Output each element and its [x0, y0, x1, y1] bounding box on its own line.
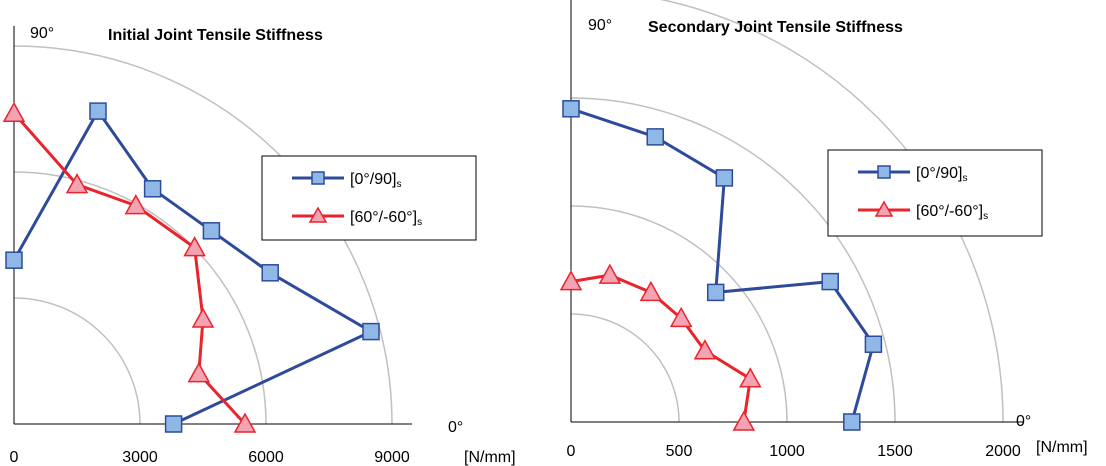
angle-max-label: 90°: [30, 25, 54, 42]
grid-arc: [570, 313, 680, 423]
data-point: [639, 280, 663, 302]
data-point: [715, 169, 734, 187]
data-point: [143, 180, 162, 198]
data-point: [65, 173, 89, 194]
data-point: [183, 236, 206, 257]
legend: [0°/90]s [60°/-60°]s: [261, 155, 477, 241]
chart-title: Secondary Joint Tensile Stiffness: [648, 19, 903, 36]
data-point: [559, 270, 583, 291]
tick-label: 1500: [877, 443, 913, 460]
grid-arc: [659, 0, 1004, 423]
data-point: [191, 307, 215, 328]
series-1: [559, 263, 762, 431]
legend-marker: [877, 165, 891, 179]
data-point: [2, 101, 26, 122]
series-0: [5, 102, 380, 433]
data-point: [233, 412, 257, 433]
data-point: [89, 102, 107, 120]
legend-box: [261, 155, 477, 241]
legend-label: [0°/90]s: [350, 171, 401, 190]
data-point: [164, 415, 183, 433]
grid: [570, 0, 1023, 423]
grid-arc: [570, 97, 896, 423]
data-point: [562, 100, 580, 118]
data-point: [669, 306, 693, 328]
angle-min-label: 0°: [448, 419, 463, 436]
data-point: [843, 413, 861, 431]
series-line: [12, 112, 247, 426]
data-point: [821, 272, 839, 291]
tick-label: 3000: [122, 449, 158, 466]
data-point: [124, 194, 148, 215]
tick-label: 9000: [374, 449, 410, 466]
data-point: [706, 283, 725, 302]
angle-max-label: 90°: [588, 17, 612, 34]
tick-label: 6000: [248, 449, 284, 466]
data-point: [732, 410, 756, 431]
data-point: [261, 264, 279, 282]
series-1: [2, 101, 257, 433]
data-point: [362, 322, 380, 341]
angle-min-label: 0°: [1016, 413, 1031, 430]
data-point: [5, 251, 23, 269]
series-0: [562, 100, 883, 431]
tick-label: 0: [567, 443, 576, 460]
tick-label: 0: [10, 449, 19, 466]
unit-label: [N/mm]: [464, 449, 516, 466]
data-point: [693, 339, 717, 360]
data-point: [864, 335, 883, 353]
secondary-stiffness-chart: Secondary Joint Tensile Stiffness 90° 0°…: [559, 0, 1088, 460]
data-point: [598, 263, 622, 284]
data-point: [739, 367, 762, 388]
legend-label: [60°/-60°]s: [916, 203, 988, 222]
grid-arc: [13, 297, 141, 425]
grid-arc: [570, 205, 788, 423]
chart-title: Initial Joint Tensile Stiffness: [108, 27, 323, 44]
data-point: [187, 362, 211, 383]
unit-label: [N/mm]: [1036, 439, 1088, 456]
legend-label: [0°/90]s: [916, 165, 967, 184]
legend-marker: [874, 200, 894, 217]
legend: [0°/90]s [60°/-60°]s: [827, 149, 1043, 237]
legend-label: [60°/-60°]s: [350, 209, 422, 228]
data-point: [646, 128, 664, 146]
tick-label: 2000: [985, 443, 1021, 460]
legend-marker: [311, 171, 325, 185]
initial-stiffness-chart: Initial Joint Tensile Stiffness 90° 0° […: [2, 25, 516, 466]
legend-marker: [308, 206, 328, 223]
tick-label: 500: [666, 443, 693, 460]
tick-label: 1000: [769, 443, 805, 460]
data-point: [202, 222, 221, 240]
legend-box: [827, 149, 1043, 237]
